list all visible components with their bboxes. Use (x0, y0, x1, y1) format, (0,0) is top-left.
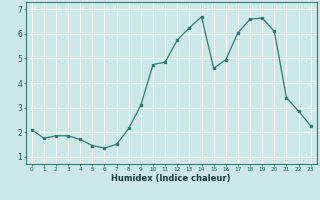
X-axis label: Humidex (Indice chaleur): Humidex (Indice chaleur) (111, 174, 231, 183)
